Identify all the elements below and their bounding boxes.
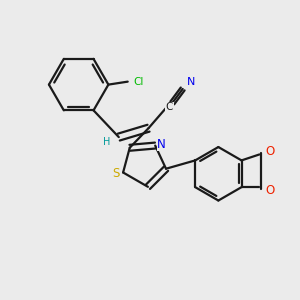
Text: C: C	[166, 102, 173, 112]
Text: O: O	[265, 184, 274, 196]
Text: N: N	[187, 77, 195, 87]
Text: Cl: Cl	[134, 76, 144, 87]
Text: H: H	[103, 136, 110, 147]
Text: S: S	[112, 167, 119, 181]
Text: O: O	[265, 145, 274, 158]
Text: N: N	[158, 138, 166, 151]
